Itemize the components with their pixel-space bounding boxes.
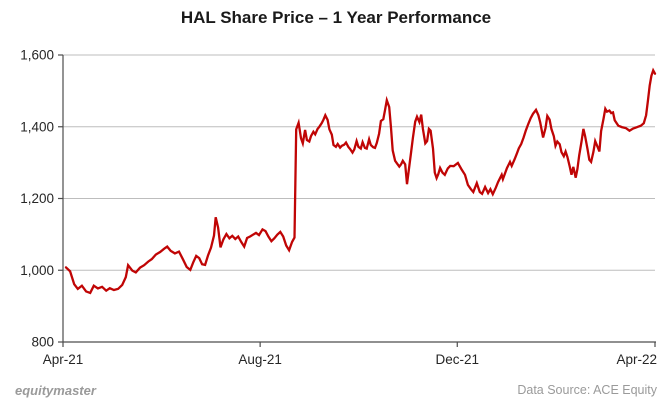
y-tick-label: 800 — [31, 335, 54, 350]
data-source-label: Data Source: ACE Equity — [517, 383, 657, 397]
x-tick-label: Apr-21 — [43, 352, 84, 367]
y-tick-label: 1,600 — [20, 48, 54, 63]
chart-title: HAL Share Price – 1 Year Performance — [180, 8, 492, 27]
brand-logo-text: equitymaster — [15, 383, 96, 398]
x-tick-label: Aug-21 — [238, 352, 282, 367]
price-series-line — [64, 67, 657, 295]
y-tick-label: 1,000 — [20, 263, 54, 278]
y-tick-label: 1,200 — [20, 191, 54, 206]
x-tick-label: Dec-21 — [436, 352, 480, 367]
y-tick-label: 1,400 — [20, 119, 54, 134]
x-tick-label: Apr-22 — [616, 352, 657, 367]
